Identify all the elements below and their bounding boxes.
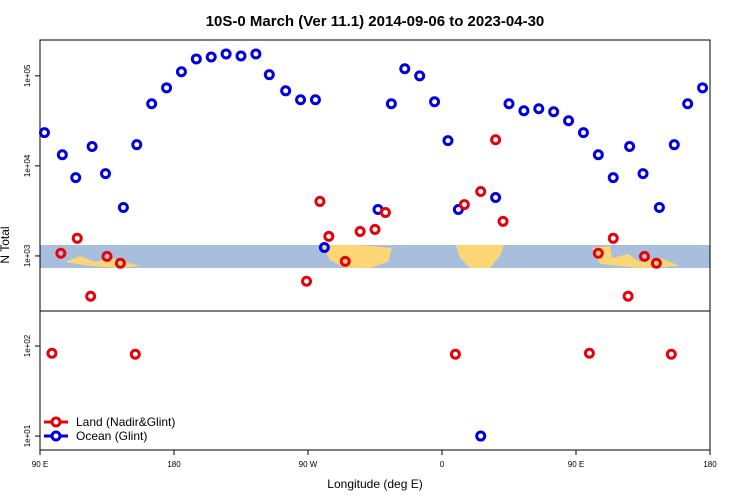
point	[429, 96, 441, 108]
y-tick-label: 1e+01	[23, 424, 32, 447]
point	[414, 70, 426, 82]
point	[665, 348, 677, 360]
point	[71, 232, 83, 244]
point	[318, 242, 330, 254]
land-shape	[456, 245, 504, 268]
point	[46, 347, 58, 359]
point	[301, 275, 313, 287]
point	[548, 106, 560, 118]
point	[323, 230, 335, 242]
point	[563, 115, 575, 127]
point	[577, 127, 589, 139]
map-band	[40, 245, 710, 268]
chart-title: 10S-0 March (Ver 11.1) 2014-09-06 to 202…	[206, 13, 545, 30]
y-axis-label: N Total	[0, 226, 12, 263]
x-axis-label: Longitude (deg E)	[327, 477, 422, 491]
legend-marker	[50, 416, 62, 428]
point	[354, 225, 366, 237]
point	[442, 135, 454, 147]
legend-label: Ocean (Glint)	[76, 429, 147, 443]
legend-marker	[50, 430, 62, 442]
point	[638, 250, 650, 262]
point	[650, 257, 662, 269]
x-tick-label: 90 E	[32, 460, 48, 469]
point	[295, 94, 307, 106]
point	[85, 290, 97, 302]
point	[280, 85, 292, 97]
y-tick-label: 1e+05	[23, 64, 32, 87]
point	[653, 202, 665, 214]
point	[518, 105, 530, 117]
point	[129, 348, 141, 360]
y-tick-label: 1e+04	[23, 154, 32, 177]
x-tick-label: 90 E	[568, 460, 584, 469]
point	[56, 149, 68, 161]
point	[475, 186, 487, 198]
point	[379, 206, 391, 218]
point	[624, 141, 636, 153]
point	[220, 48, 232, 60]
x-tick-label: 180	[167, 460, 181, 469]
plot-frame	[39, 39, 711, 451]
point	[86, 141, 98, 153]
point	[369, 223, 381, 235]
point	[314, 195, 326, 207]
land-shape	[65, 256, 140, 268]
point	[235, 50, 247, 62]
point	[592, 149, 604, 161]
point	[101, 250, 113, 262]
legend-label: Land (Nadir&Glint)	[76, 415, 175, 429]
point	[309, 94, 321, 106]
land-shape	[322, 245, 392, 268]
point	[607, 232, 619, 244]
x-tick-label: 180	[703, 460, 717, 469]
point	[583, 347, 595, 359]
point	[399, 63, 411, 75]
point	[205, 51, 217, 63]
point	[385, 98, 397, 110]
point	[175, 66, 187, 78]
x-tick-label: 0	[440, 460, 445, 469]
point	[458, 199, 470, 211]
point	[668, 139, 680, 151]
point	[622, 290, 634, 302]
point	[55, 247, 67, 259]
point	[339, 255, 351, 267]
land-shape	[592, 246, 680, 268]
point	[475, 430, 487, 442]
point	[490, 134, 502, 146]
point	[592, 247, 604, 259]
point	[263, 69, 275, 81]
point	[146, 98, 158, 110]
point	[449, 348, 461, 360]
point	[114, 257, 126, 269]
point	[637, 168, 649, 180]
point	[533, 103, 545, 115]
point	[117, 202, 129, 214]
point	[497, 215, 509, 227]
point	[190, 53, 202, 65]
point	[131, 139, 143, 151]
point	[503, 98, 515, 110]
y-tick-label: 1e+03	[23, 244, 32, 267]
point	[490, 191, 502, 203]
point	[607, 172, 619, 184]
point	[70, 172, 82, 184]
point	[100, 168, 112, 180]
point	[38, 127, 50, 139]
point	[682, 98, 694, 110]
point	[161, 82, 173, 94]
y-tick-label: 1e+02	[23, 334, 32, 357]
point	[697, 82, 709, 94]
point	[250, 48, 262, 60]
x-tick-label: 90 W	[299, 460, 318, 469]
